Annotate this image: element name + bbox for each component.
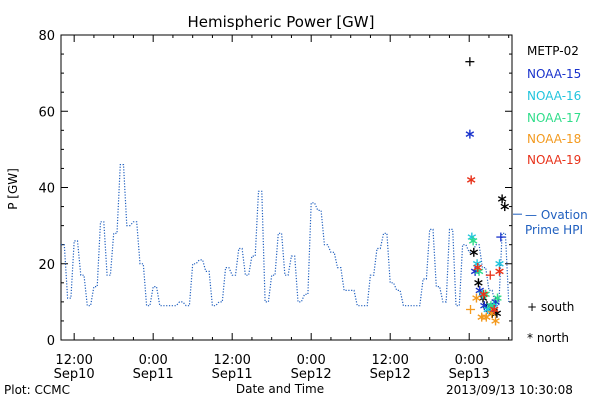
marker-stroke — [482, 314, 491, 320]
x-tick-date-label: Sep12 — [370, 367, 411, 382]
legend-noaa19: NOAA-19 — [527, 153, 582, 167]
marker-stroke — [495, 260, 504, 267]
marker-metp-02-south — [465, 57, 475, 67]
y-tick-label: 80 — [38, 29, 55, 44]
marker-noaa-19-north — [489, 305, 499, 314]
marker-noaa-15-south — [496, 232, 506, 242]
marker-stroke — [495, 268, 504, 275]
marker-stroke — [500, 203, 510, 210]
marker-noaa-18-north — [472, 293, 481, 303]
marker-stroke — [493, 295, 502, 301]
x-tick-date-label: Sep11 — [133, 367, 174, 382]
legend-ovation: — Ovation Prime HPI — [525, 208, 588, 237]
marker-noaa-19-north — [473, 263, 483, 273]
x-tick-time-label: 12:00 — [371, 353, 408, 368]
marker-stroke — [474, 279, 483, 286]
marker-noaa-19-north — [466, 175, 476, 185]
marker-noaa-17-north — [493, 293, 502, 303]
chart-title: Hemispheric Power [GW] — [188, 13, 375, 31]
legend-metp02: METP-02 — [527, 44, 579, 58]
marker-stroke — [468, 238, 478, 244]
marker-metp-02-north — [497, 194, 507, 204]
marker-noaa-18-north — [491, 316, 500, 326]
legend-south-marker: + south — [527, 300, 575, 314]
legend-north-marker: * north — [527, 331, 570, 345]
marker-stroke — [489, 306, 499, 313]
y-tick-label: 40 — [38, 182, 55, 197]
x-axis-label: Date and Time — [236, 382, 324, 396]
marker-stroke — [466, 177, 476, 183]
marker-stroke — [465, 131, 475, 137]
marker-noaa-19-north — [495, 266, 504, 276]
y-tick-label: 0 — [47, 334, 55, 349]
marker-noaa-18-north — [477, 312, 486, 322]
x-tick-date-label: Sep11 — [212, 367, 253, 382]
y-axis-label: P [GW] — [6, 168, 20, 210]
marker-stroke — [487, 310, 496, 317]
marker-stroke — [474, 268, 484, 275]
plot-credit: Plot: CCMC — [4, 383, 70, 397]
ovation-line — [61, 164, 522, 307]
marker-noaa-18-south — [466, 305, 476, 314]
marker-stroke — [469, 249, 479, 256]
marker-stroke — [491, 299, 500, 305]
legend-noaa18: NOAA-18 — [527, 132, 582, 146]
legend-noaa15: NOAA-15 — [527, 67, 582, 81]
marker-stroke — [479, 291, 488, 298]
marker-stroke — [491, 318, 500, 324]
marker-stroke — [473, 264, 483, 271]
marker-metp-02-north — [500, 202, 510, 212]
marker-noaa-16-north — [495, 259, 504, 269]
marker-metp-02-north — [474, 278, 483, 288]
y-tick-label: 60 — [38, 105, 55, 120]
x-tick-date-label: Sep10 — [54, 367, 95, 382]
marker-stroke — [497, 196, 507, 202]
marker-stroke — [467, 234, 477, 240]
marker-metp-02-north — [469, 247, 479, 257]
ovation-step-line — [61, 164, 510, 307]
marker-noaa-19-south — [485, 270, 495, 280]
marker-stroke — [472, 295, 481, 301]
legend-noaa16: NOAA-16 — [527, 89, 582, 103]
axis-ticks: 02040608012:00Sep100:00Sep1112:00Sep110:… — [38, 29, 512, 382]
x-tick-time-label: 0:00 — [139, 353, 168, 368]
plot-timestamp: 2013/09/13 10:30:08 — [446, 383, 573, 397]
x-tick-time-label: 0:00 — [297, 353, 326, 368]
marker-noaa-15-north — [465, 129, 475, 139]
satellite-markers — [465, 57, 510, 326]
x-tick-time-label: 12:00 — [213, 353, 250, 368]
x-tick-date-label: Sep12 — [291, 367, 332, 382]
marker-noaa-19-north — [479, 289, 488, 299]
legend-noaa17: NOAA-17 — [527, 111, 582, 125]
marker-noaa-17-north — [468, 236, 478, 246]
y-tick-label: 20 — [38, 258, 55, 273]
x-tick-time-label: 12:00 — [55, 353, 92, 368]
plot-axes — [60, 34, 513, 341]
x-tick-time-label: 0:00 — [455, 353, 484, 368]
plot-frame — [60, 34, 513, 341]
x-tick-date-label: Sep13 — [449, 367, 490, 382]
